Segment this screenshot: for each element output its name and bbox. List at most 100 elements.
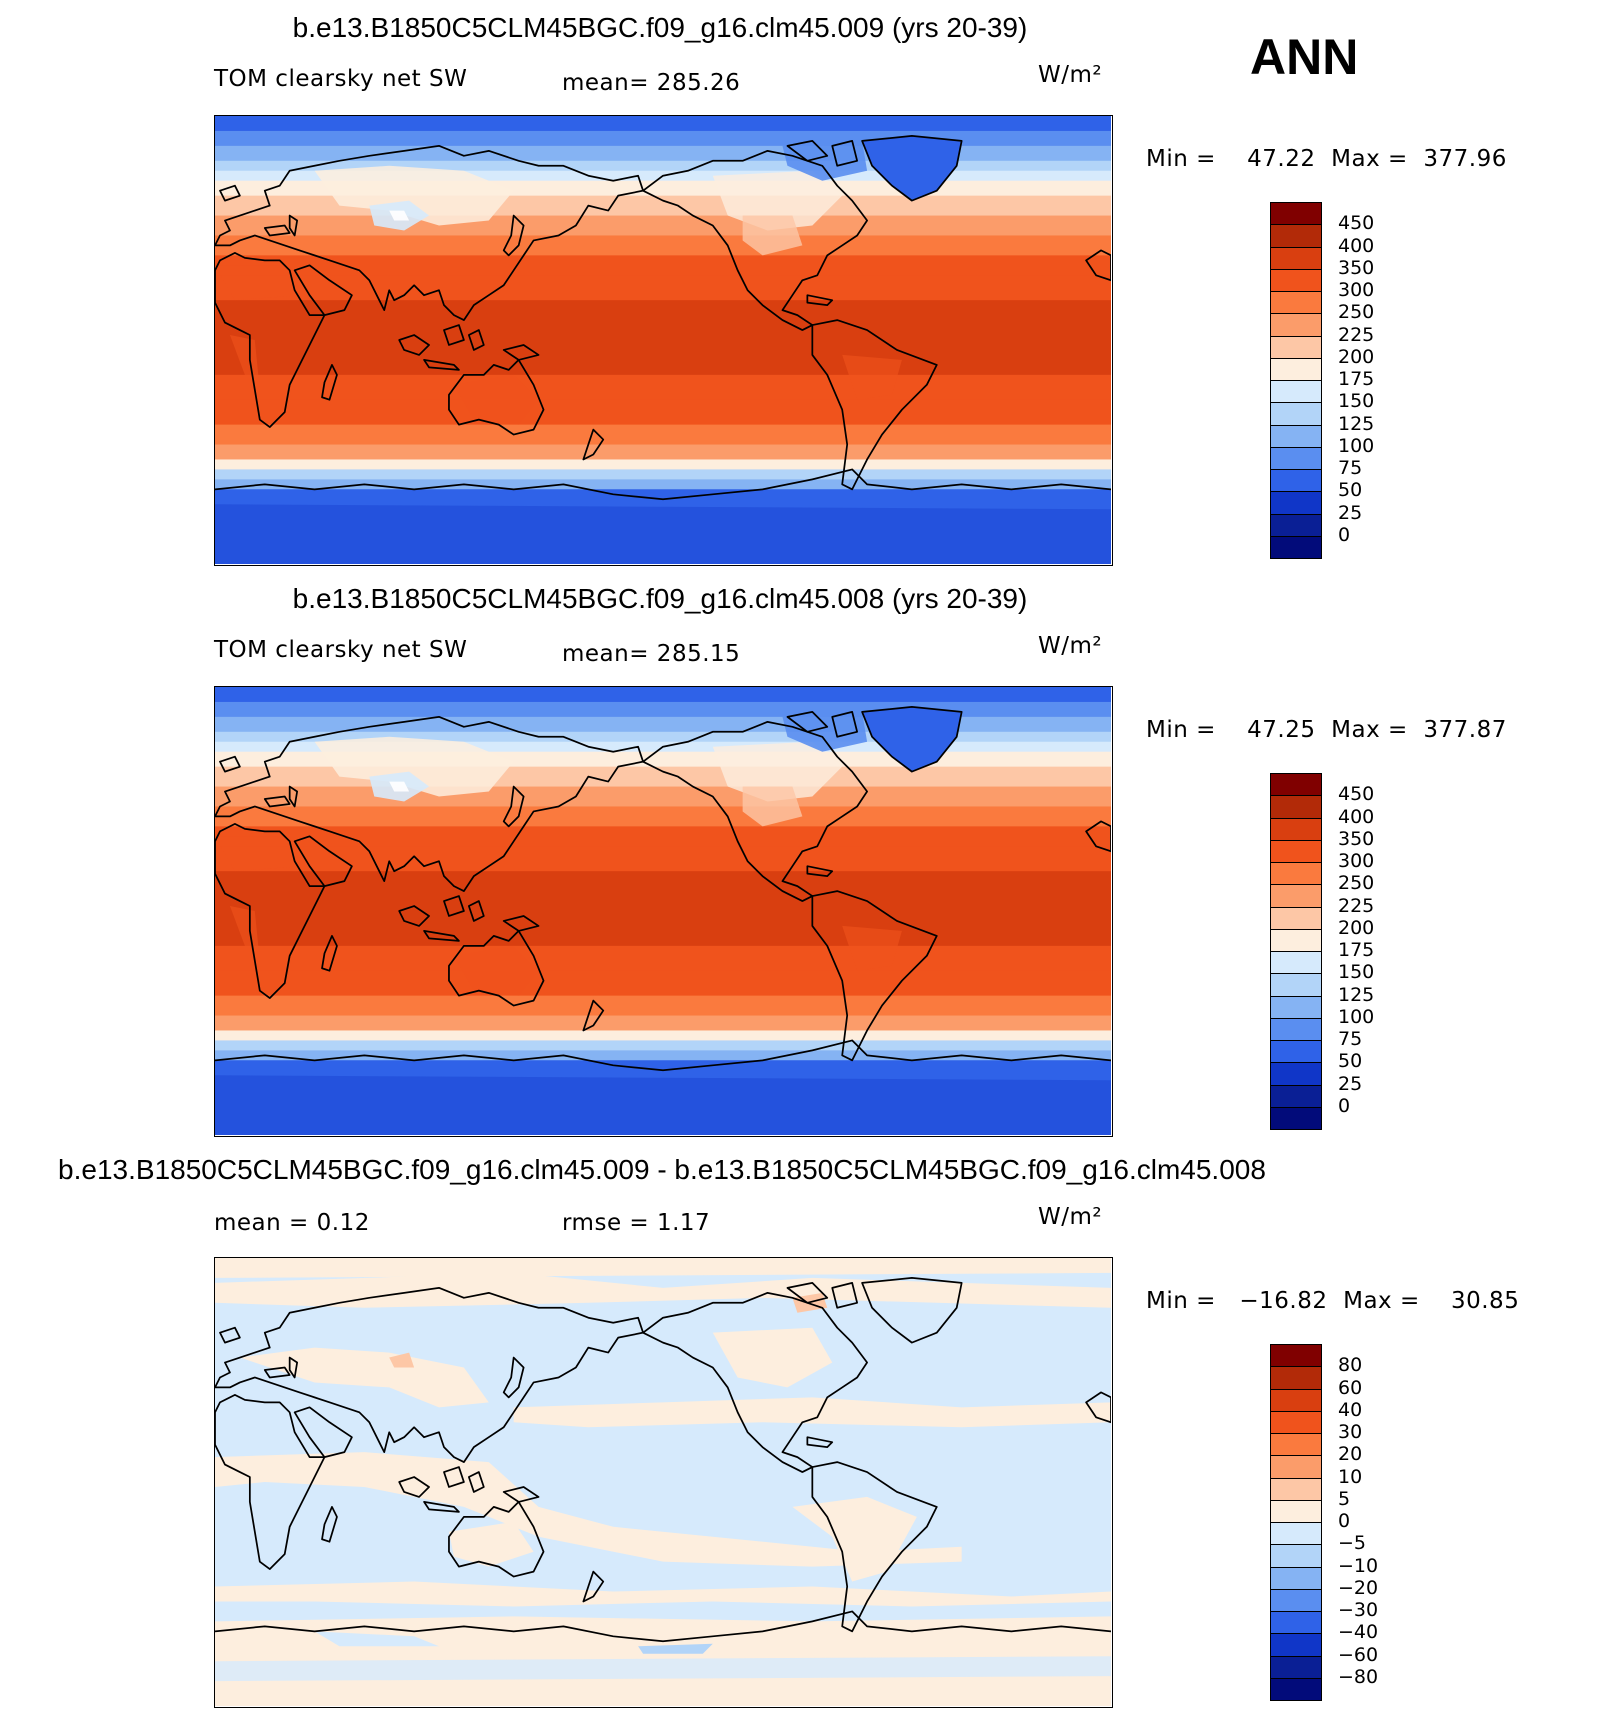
colorbar-tick-label: 10: [1338, 1465, 1363, 1488]
colorbar-tick-label: 25: [1338, 1072, 1363, 1095]
colorbar-swatch: [1270, 246, 1322, 270]
season-label: ANN: [1250, 29, 1359, 85]
panel-3-max-label: Max =: [1343, 1288, 1420, 1314]
colorbar-tick-label: 100: [1338, 1005, 1375, 1028]
colorbar-tick-label: 30: [1338, 1421, 1363, 1443]
colorbar-swatch: [1270, 1344, 1322, 1368]
colorbar-swatch: [1270, 1522, 1322, 1546]
colorbar-tick-label: 25: [1338, 501, 1363, 524]
colorbar-tick-label: 125: [1338, 983, 1375, 1006]
colorbar-tick-label: 0: [1338, 1510, 1351, 1532]
colorbar-swatch: [1270, 1433, 1322, 1457]
colorbar-tick-label: 300: [1338, 279, 1375, 301]
colorbar-tick-label: 175: [1338, 939, 1375, 961]
colorbar-tick-label: 350: [1338, 827, 1375, 850]
colorbar-swatch: [1270, 1062, 1322, 1086]
colorbar-swatch: [1270, 1477, 1322, 1501]
panel-2-min-value: 47.25: [1247, 717, 1316, 743]
colorbar-tick-label: 450: [1338, 212, 1375, 235]
panel-1-mean-label: mean= 285.26: [562, 70, 741, 96]
panel-1-max-value: 377.96: [1423, 146, 1507, 172]
colorbar-swatch: [1270, 773, 1322, 797]
panel-1-min-value: 47.22: [1247, 146, 1316, 172]
colorbar-swatch: [1270, 224, 1322, 248]
colorbar-tick-label: −20: [1338, 1576, 1379, 1599]
colorbar-swatch: [1270, 1455, 1322, 1479]
colorbar-tick-label: 350: [1338, 256, 1375, 279]
colorbar-swatch: [1270, 1677, 1322, 1701]
colorbar-tick-label: 200: [1338, 916, 1375, 939]
colorbar-tick-label: 50: [1338, 1050, 1363, 1073]
panel-3-min-label: Min =: [1146, 1288, 1216, 1314]
panel-3-mean-label: mean = 0.12: [214, 1210, 370, 1236]
panel-2-mean-label: mean= 285.15: [562, 641, 741, 667]
panel-3-colorbar: 80 60 40 30 20 10 5 0 −5 −10 −20 −30 −40 −60 −80: [1270, 1344, 1390, 1701]
colorbar-tick-label: 225: [1338, 894, 1375, 917]
colorbar-tick-label: −10: [1338, 1554, 1379, 1577]
panel-1-variable-label: TOM clearsky net SW: [214, 66, 468, 92]
colorbar-tick-label: 400: [1338, 234, 1375, 257]
colorbar-swatch: [1270, 1017, 1322, 1041]
panel-3-map-field: [215, 1258, 1111, 1706]
colorbar-swatch: [1270, 1084, 1322, 1108]
colorbar-tick-label: −40: [1338, 1621, 1379, 1644]
panel-2-minmax: Min = 47.25 Max = 377.87: [1146, 717, 1507, 743]
colorbar-swatch: [1270, 491, 1322, 515]
colorbar-swatch: [1270, 513, 1322, 537]
colorbar-swatch: [1270, 535, 1322, 559]
colorbar-swatch: [1270, 202, 1322, 226]
colorbar-swatch: [1270, 1633, 1322, 1657]
colorbar-swatch: [1270, 1544, 1322, 1568]
colorbar-tick-label: −5: [1338, 1532, 1367, 1555]
colorbar-swatch: [1270, 884, 1322, 908]
colorbar-tick-label: 200: [1338, 345, 1375, 368]
colorbar-tick-label: 250: [1338, 301, 1375, 324]
panel-3-max-value: 30.85: [1450, 1288, 1520, 1314]
panel-1-units: W/m²: [1038, 62, 1103, 88]
colorbar-swatch: [1270, 951, 1322, 975]
panel-1-title: b.e13.B1850C5CLM45BGC.f09_g16.clm45.009 …: [292, 12, 1028, 43]
colorbar-swatch: [1270, 839, 1322, 863]
colorbar-tick-label: 175: [1338, 368, 1375, 390]
colorbar-tick-label: 225: [1338, 323, 1375, 346]
colorbar-swatch: [1270, 862, 1322, 886]
colorbar-swatch: [1270, 1611, 1322, 1635]
colorbar-tick-label: −60: [1338, 1643, 1379, 1666]
colorbar-swatch: [1270, 1588, 1322, 1612]
colorbar-tick-label: 75: [1338, 457, 1363, 479]
panel-3-minmax: Min = −16.82 Max = 30.85: [1146, 1288, 1519, 1314]
colorbar-swatch: [1270, 268, 1322, 292]
colorbar-swatch: [1270, 1410, 1322, 1434]
colorbar-tick-label: 50: [1338, 479, 1363, 502]
colorbar-swatch: [1270, 973, 1322, 997]
colorbar-swatch: [1270, 906, 1322, 930]
colorbar-tick-label: 250: [1338, 872, 1375, 895]
colorbar-tick-label: 60: [1338, 1376, 1363, 1399]
colorbar-tick-label: 80: [1338, 1354, 1363, 1377]
colorbar-tick-label: 400: [1338, 805, 1375, 828]
colorbar-tick-label: 125: [1338, 412, 1375, 435]
colorbar-swatch: [1270, 995, 1322, 1019]
panel-3-min-value: −16.82: [1239, 1288, 1328, 1314]
panel-3-units: W/m²: [1038, 1204, 1103, 1230]
colorbar-tick-label: 300: [1338, 850, 1375, 872]
colorbar-tick-label: −80: [1338, 1665, 1379, 1688]
colorbar-tick-label: 450: [1338, 783, 1375, 806]
colorbar-tick-label: 0: [1338, 523, 1351, 546]
colorbar-swatch: [1270, 1499, 1322, 1523]
panel-1-map-field: [215, 116, 1111, 564]
panel-2-colorbar: 450 400 350 300 250 225 200 175 150 125 100 75 50 25 0: [1270, 773, 1390, 1130]
colorbar-swatch: [1270, 1040, 1322, 1064]
panel-1-max-label: Max =: [1331, 146, 1408, 172]
panel-2-max-label: Max =: [1331, 717, 1408, 743]
panel-2-map: [214, 686, 1113, 1137]
colorbar-swatch: [1270, 291, 1322, 315]
colorbar-swatch: [1270, 1388, 1322, 1412]
panel-1-min-label: Min =: [1146, 146, 1216, 172]
colorbar-tick-label: 40: [1338, 1398, 1363, 1421]
colorbar-tick-label: 100: [1338, 434, 1375, 457]
colorbar-swatch: [1270, 1106, 1322, 1130]
colorbar-tick-label: 5: [1338, 1487, 1351, 1510]
panel-3-rmse-label: rmse = 1.17: [562, 1210, 711, 1236]
colorbar-swatch: [1270, 335, 1322, 359]
